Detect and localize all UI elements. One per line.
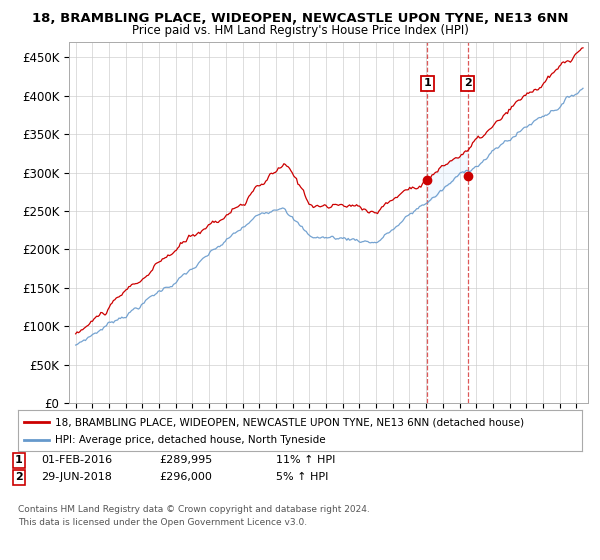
Text: £296,000: £296,000 [159, 472, 212, 482]
Text: £289,995: £289,995 [159, 455, 212, 465]
Text: 1: 1 [424, 78, 431, 88]
Text: Price paid vs. HM Land Registry's House Price Index (HPI): Price paid vs. HM Land Registry's House … [131, 24, 469, 36]
Text: 29-JUN-2018: 29-JUN-2018 [41, 472, 112, 482]
Text: 11% ↑ HPI: 11% ↑ HPI [276, 455, 335, 465]
Text: HPI: Average price, detached house, North Tyneside: HPI: Average price, detached house, Nort… [55, 435, 325, 445]
Text: 18, BRAMBLING PLACE, WIDEOPEN, NEWCASTLE UPON TYNE, NE13 6NN: 18, BRAMBLING PLACE, WIDEOPEN, NEWCASTLE… [32, 12, 568, 25]
Text: 5% ↑ HPI: 5% ↑ HPI [276, 472, 328, 482]
Text: 01-FEB-2016: 01-FEB-2016 [41, 455, 112, 465]
Text: 2: 2 [464, 78, 472, 88]
Text: 18, BRAMBLING PLACE, WIDEOPEN, NEWCASTLE UPON TYNE, NE13 6NN (detached house): 18, BRAMBLING PLACE, WIDEOPEN, NEWCASTLE… [55, 418, 524, 428]
Text: 2: 2 [15, 472, 23, 482]
Text: Contains HM Land Registry data © Crown copyright and database right 2024.: Contains HM Land Registry data © Crown c… [18, 505, 370, 514]
Text: 1: 1 [15, 455, 23, 465]
Text: This data is licensed under the Open Government Licence v3.0.: This data is licensed under the Open Gov… [18, 518, 307, 527]
